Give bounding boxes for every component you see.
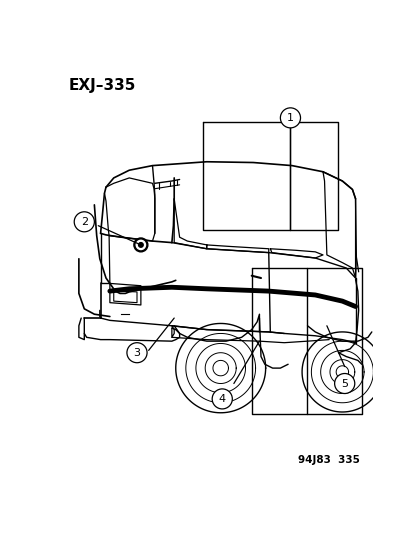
Text: 94J83  335: 94J83 335 xyxy=(298,455,359,465)
Circle shape xyxy=(212,389,232,409)
Text: 5: 5 xyxy=(340,378,347,389)
Text: 4: 4 xyxy=(218,394,225,404)
Circle shape xyxy=(136,240,145,249)
Text: 1: 1 xyxy=(286,113,293,123)
Circle shape xyxy=(280,108,300,128)
Circle shape xyxy=(334,374,354,393)
Text: EXJ–335: EXJ–335 xyxy=(69,78,136,93)
Text: 3: 3 xyxy=(133,348,140,358)
Circle shape xyxy=(133,238,147,252)
Circle shape xyxy=(127,343,147,363)
Text: 2: 2 xyxy=(81,217,88,227)
Circle shape xyxy=(138,243,143,247)
Circle shape xyxy=(74,212,94,232)
